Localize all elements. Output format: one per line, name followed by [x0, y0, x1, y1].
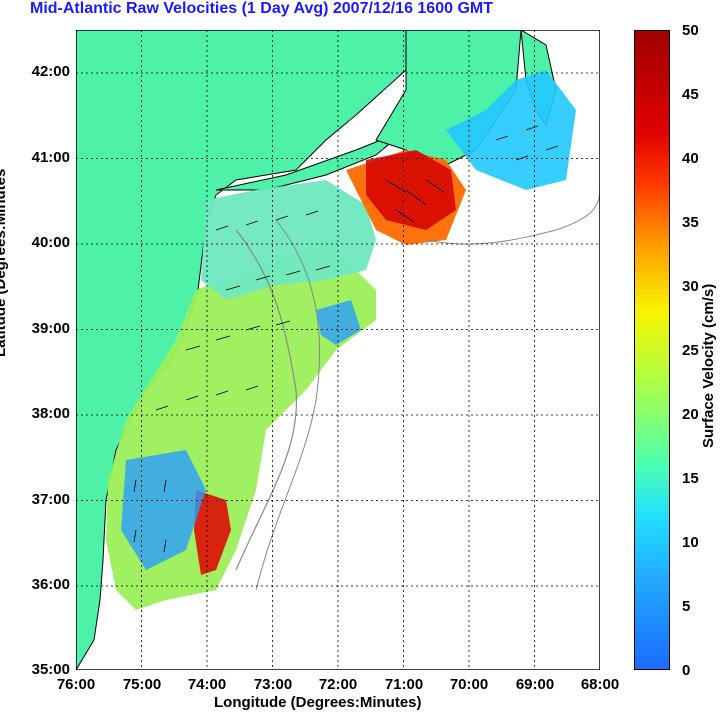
x-tick: 69:00	[515, 676, 555, 693]
colorbar-tick: 50	[682, 22, 699, 39]
colorbar-tick: 10	[682, 534, 699, 551]
velocity-map	[75, 29, 601, 672]
bathymetry-contour	[235, 229, 298, 571]
x-tick: 75:00	[122, 676, 162, 693]
colorbar-tick: 40	[682, 150, 699, 167]
colorbar-label: Surface Velocity (cm/s)	[700, 283, 717, 448]
x-tick: 74:00	[187, 676, 227, 693]
y-axis-label: Latitude (Degrees:Minutes	[0, 168, 9, 357]
y-tick: 42:00	[31, 63, 70, 80]
bathymetry-contour	[255, 219, 321, 591]
y-tick: 40:00	[31, 234, 70, 251]
colorbar-tick: 20	[682, 406, 699, 423]
x-tick: 76:00	[56, 676, 96, 693]
velocity-hotspot-hatteras	[194, 490, 231, 575]
colorbar-tick: 45	[682, 86, 699, 103]
graticule	[76, 30, 600, 670]
colorbar-tick: 15	[682, 470, 699, 487]
colorbar-tick: 35	[682, 214, 699, 231]
y-tick: 36:00	[31, 576, 70, 593]
x-tick: 68:00	[580, 676, 620, 693]
map-title: Mid-Atlantic Raw Velocities (1 Day Avg) …	[30, 0, 493, 17]
velocity-slow-zone-east	[316, 300, 361, 345]
velocity-field-north	[201, 180, 376, 300]
bathymetry-contour	[425, 189, 601, 245]
colorbar-tick: 25	[682, 342, 699, 359]
colorbar-tick: 5	[682, 598, 691, 615]
colorbar-tick: 30	[682, 278, 699, 295]
y-tick: 39:00	[31, 320, 70, 337]
map-canvas	[75, 29, 601, 672]
y-tick: 41:00	[31, 149, 70, 166]
velocity-hotspot-ny	[366, 150, 456, 230]
velocity-arrows	[133, 125, 559, 553]
velocity-field-southern-new-england	[446, 70, 576, 190]
velocity-slow-zone	[121, 450, 206, 570]
y-tick: 35:00	[31, 661, 70, 678]
x-tick: 71:00	[384, 676, 424, 693]
x-tick: 73:00	[253, 676, 293, 693]
x-tick: 72:00	[318, 676, 358, 693]
x-axis-label: Longitude (Degrees:Minutes)	[214, 694, 422, 711]
colorbar-tick: 0	[682, 662, 691, 679]
x-tick: 70:00	[449, 676, 489, 693]
y-tick: 38:00	[31, 405, 70, 422]
colorbar	[634, 30, 670, 670]
y-tick: 37:00	[31, 491, 70, 508]
